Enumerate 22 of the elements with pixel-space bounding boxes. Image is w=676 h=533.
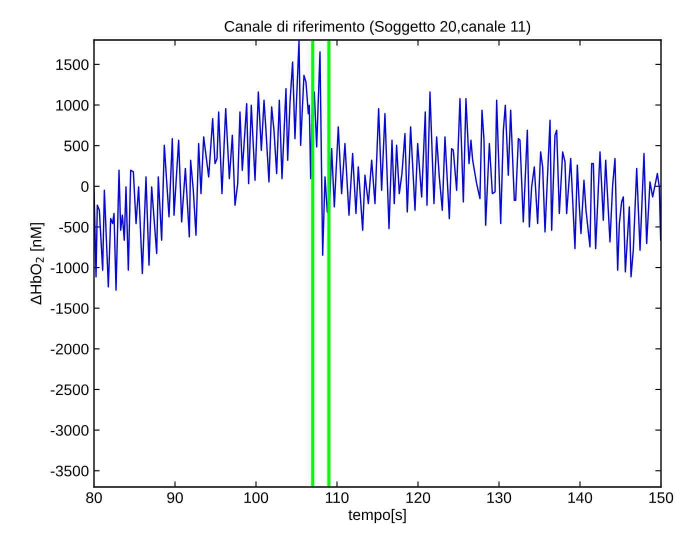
y-tick-label: -1000	[50, 262, 89, 274]
x-tick-label: 80	[86, 492, 102, 504]
y-tick-label: -3000	[50, 424, 89, 436]
x-tick-label: 100	[244, 492, 268, 504]
x-tick-label: 110	[326, 492, 349, 504]
x-tick-label: 90	[167, 492, 183, 504]
y-axis-title: ΔHbO$_{2}$ [nM]	[30, 223, 44, 305]
x-tick-label: 150	[649, 492, 674, 504]
y-tick-label: -2500	[50, 384, 89, 396]
chart-title: Canale di riferimento (Soggetto 20,canale 11)	[224, 20, 530, 35]
y-tick-label: -500	[59, 222, 89, 233]
y-tick-label: 1500	[56, 59, 89, 70]
x-tick-label: 130	[487, 492, 512, 504]
y-tick-label: 1000	[56, 100, 89, 111]
y-tick-label: -3500	[50, 466, 89, 476]
y-tick-label: -1500	[50, 303, 89, 314]
x-tick-label: 120	[406, 492, 430, 504]
y-tick-label: 0	[81, 181, 89, 192]
y-tick-label: 500	[64, 140, 89, 152]
x-tick-label: 140	[568, 492, 592, 504]
y-tick-label: -2000	[50, 344, 89, 355]
x-axis-title: tempo[s]	[348, 508, 406, 524]
